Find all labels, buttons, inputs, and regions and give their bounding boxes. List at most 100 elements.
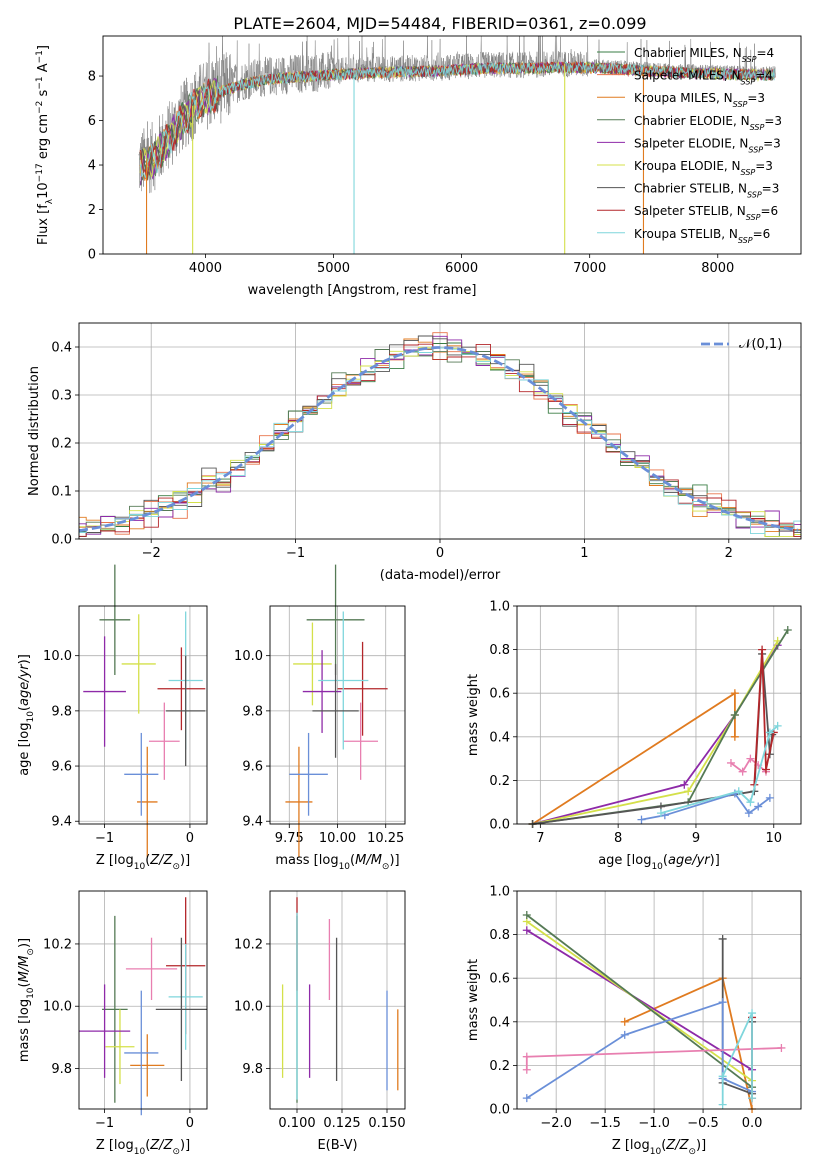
x-tick-label: 0.150 bbox=[368, 1116, 405, 1131]
y-tick-label: 10.2 bbox=[234, 937, 263, 952]
y-tick-label: 0.0 bbox=[489, 818, 510, 833]
y-tick-label: 0.0 bbox=[489, 1103, 510, 1118]
y-axis-label: Flux [fλ10−17 erg cm−2 s−1 A−1] bbox=[35, 45, 55, 245]
y-tick-label: 0.6 bbox=[489, 687, 510, 702]
y-tick-label: 10.0 bbox=[43, 1000, 72, 1015]
y-axis-label: mass weight bbox=[466, 674, 481, 756]
series-marker bbox=[730, 689, 739, 698]
y-tick-label: 0.4 bbox=[489, 730, 510, 745]
y-tick-label: 10.2 bbox=[43, 937, 72, 952]
series-line bbox=[532, 640, 779, 825]
legend-label: Salpeter STELIB, NSSP=6 bbox=[634, 204, 778, 222]
x-tick-label: 6000 bbox=[445, 261, 478, 276]
axes-frame bbox=[78, 605, 208, 825]
series-marker bbox=[738, 767, 747, 776]
series-line bbox=[532, 644, 779, 825]
x-tick-label: 9.75 bbox=[275, 831, 304, 846]
y-axis-label: mass [log10(M/M⊙)] bbox=[17, 938, 36, 1062]
mass-weight-vs-Z-panel: −2.0 −1.5 −1.0 −0.5 0.0 0.0 0.2 0.4 0.6 0.8 1.0 Z [… bbox=[466, 885, 802, 1157]
series-marker bbox=[680, 780, 689, 789]
x-tick-label: 9 bbox=[692, 831, 700, 846]
y-axis-label: mass weight bbox=[466, 959, 481, 1041]
series-marker bbox=[730, 732, 739, 741]
y-tick-label: 0.2 bbox=[489, 1059, 510, 1074]
x-tick-label: −1 bbox=[95, 831, 114, 846]
series-line bbox=[532, 629, 789, 825]
y-tick-label: 1.0 bbox=[489, 600, 510, 615]
series-marker bbox=[730, 711, 739, 719]
axes-frame bbox=[269, 890, 406, 1110]
series-marker bbox=[726, 758, 735, 767]
residuals-panel: −2 −1 0 1 2 0.0 0.1 0.2 0.3 0.4 𝒩(0,1) (data-model)… bbox=[27, 322, 802, 583]
series-marker bbox=[718, 1100, 727, 1109]
x-axis-label: (data-model)/error bbox=[380, 568, 501, 583]
x-tick-label: 0.100 bbox=[278, 1116, 315, 1131]
mass-vs-EBV-panel: 0.100 0.125 0.150 9.8 10.0 10.2 E(B-V) bbox=[234, 890, 406, 1153]
series-marker bbox=[656, 809, 665, 818]
x-axis-label: Z [log10(Z/Z⊙)] bbox=[96, 853, 190, 872]
y-tick-label: 1.0 bbox=[489, 885, 510, 900]
legend: Chabrier MILES, NSSP=4 Salpeter MILES, NS… bbox=[597, 46, 782, 244]
mass-weight-vs-age-panel: 7 8 9 10 0.0 0.2 0.4 0.6 0.8 1.0 age [log10(age/yr… bbox=[466, 600, 802, 872]
x-tick-label: −2.0 bbox=[540, 1116, 572, 1131]
series-line bbox=[753, 649, 775, 785]
legend-label: Kroupa STELIB, NSSP=6 bbox=[634, 227, 770, 245]
legend-label: Chabrier ELODIE, NSSP=3 bbox=[634, 114, 782, 132]
age-vs-Z-panel: −1 0 9.4 9.6 9.8 10.0 Z [log10(Z/Z⊙)] age [log1… bbox=[17, 564, 208, 872]
spectrum-lines bbox=[138, 36, 776, 254]
y-tick-label: 0.8 bbox=[489, 643, 510, 658]
x-axis-label: mass [log10(M/M⊙)] bbox=[275, 853, 399, 872]
y-tick-label: 0.2 bbox=[51, 437, 72, 452]
series-marker bbox=[746, 798, 755, 807]
y-tick-label: 0.0 bbox=[51, 533, 72, 548]
x-tick-label: 10 bbox=[765, 831, 782, 846]
x-tick-label: 7 bbox=[536, 831, 544, 846]
series-marker bbox=[718, 1072, 727, 1081]
series-marker bbox=[637, 815, 646, 824]
x-axis-label: Z [log10(Z/Z⊙)] bbox=[612, 1138, 706, 1157]
x-tick-label: −0.5 bbox=[687, 1116, 719, 1131]
model-spectrum bbox=[139, 61, 776, 179]
x-tick-label: −2 bbox=[142, 546, 161, 561]
series-marker bbox=[765, 728, 774, 737]
legend-label: Salpeter ELODIE, NSSP=3 bbox=[634, 136, 781, 154]
series-marker bbox=[620, 1017, 629, 1026]
series-marker bbox=[522, 1052, 531, 1061]
series-marker bbox=[783, 625, 792, 634]
axes-frame bbox=[78, 322, 802, 540]
series-marker bbox=[718, 934, 727, 943]
series-marker bbox=[522, 1065, 531, 1074]
y-tick-label: 10.0 bbox=[234, 1000, 263, 1015]
x-tick-label: 0 bbox=[186, 1116, 194, 1131]
legend-label: Salpeter MILES, NSSP=4 bbox=[634, 69, 773, 87]
series-marker bbox=[765, 793, 774, 802]
x-tick-label: 10.00 bbox=[319, 831, 356, 846]
series-marker bbox=[718, 998, 727, 1007]
series-marker bbox=[761, 765, 770, 774]
series-marker bbox=[754, 802, 763, 811]
x-tick-label: −1.5 bbox=[589, 1116, 621, 1131]
series-marker bbox=[748, 1094, 757, 1103]
y-tick-label: 0.4 bbox=[489, 1015, 510, 1030]
x-tick-label: 0 bbox=[186, 831, 194, 846]
x-axis-label: age [log10(age/yr)] bbox=[598, 853, 720, 872]
x-tick-label: −1 bbox=[95, 1116, 114, 1131]
y-tick-label: 4 bbox=[88, 159, 96, 174]
y-tick-label: 9.4 bbox=[242, 815, 263, 830]
figure-title: PLATE=2604, MJD=54484, FIBERID=0361, z=0… bbox=[233, 14, 646, 33]
y-tick-label: 0.4 bbox=[51, 341, 72, 356]
y-tick-label: 0.6 bbox=[489, 972, 510, 987]
y-tick-label: 8 bbox=[88, 70, 96, 85]
histogram-step bbox=[79, 338, 801, 533]
data-spectrum bbox=[138, 36, 776, 194]
y-tick-label: 10.0 bbox=[43, 649, 72, 664]
x-tick-label: 1 bbox=[580, 546, 588, 561]
x-tick-label: 7000 bbox=[573, 261, 606, 276]
y-tick-label: 9.6 bbox=[242, 760, 263, 775]
series-marker bbox=[522, 926, 531, 935]
legend-label: 𝒩(0,1) bbox=[739, 337, 782, 352]
y-tick-label: 0 bbox=[88, 248, 96, 263]
y-tick-label: 9.8 bbox=[242, 1062, 263, 1077]
series-line bbox=[721, 1012, 753, 1105]
axes-frame bbox=[516, 890, 802, 1110]
